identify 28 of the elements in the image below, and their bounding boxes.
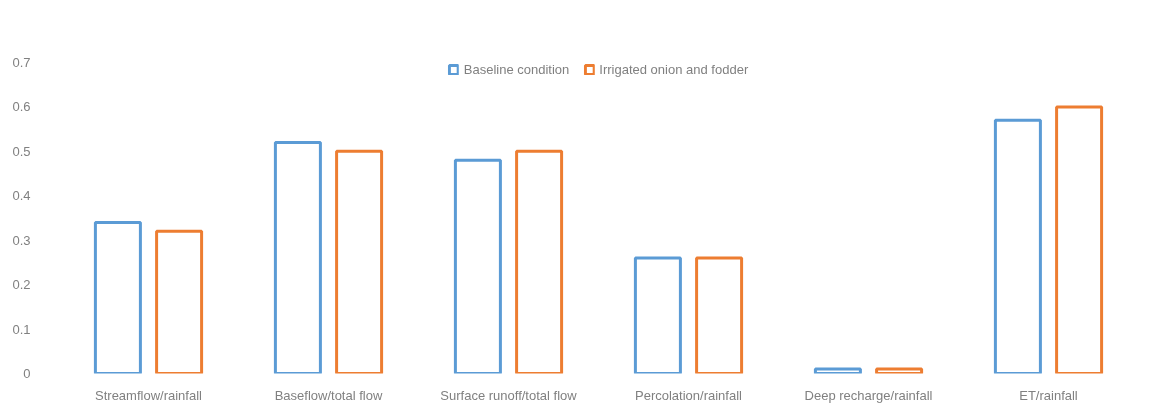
bar xyxy=(155,229,204,374)
bar xyxy=(813,367,862,374)
x-tick-label: Surface runoff/total flow xyxy=(440,387,578,403)
bar xyxy=(695,256,744,374)
bar xyxy=(993,118,1042,374)
bar xyxy=(335,149,384,374)
y-tick-label: 0 xyxy=(23,366,31,381)
bar xyxy=(273,140,322,374)
legend-label: Baseline condition xyxy=(463,62,570,77)
legend-label: Irrigated onion and fodder xyxy=(599,62,749,77)
bar xyxy=(515,149,564,374)
x-tick-label: Streamflow/rainfall xyxy=(95,387,203,403)
x-tick-label: ET/rainfall xyxy=(1019,387,1078,403)
x-tick-label: Deep recharge/rainfall xyxy=(804,387,933,403)
bar xyxy=(633,256,682,374)
bar xyxy=(875,367,924,374)
y-tick-label: 0.3 xyxy=(12,232,31,248)
x-tick-label: Percolation/rainfall xyxy=(635,387,743,403)
y-tick-label: 0.7 xyxy=(12,55,31,70)
y-tick-label: 0.6 xyxy=(12,99,31,115)
y-tick-label: 0.1 xyxy=(12,321,31,337)
y-tick-label: 0.2 xyxy=(12,277,31,293)
bar xyxy=(1055,105,1104,374)
x-tick-label: Baseflow/total flow xyxy=(274,387,383,403)
bar xyxy=(93,220,142,374)
bar xyxy=(453,158,502,374)
y-tick-label: 0.5 xyxy=(12,143,31,159)
y-tick-label: 0.4 xyxy=(12,188,31,204)
